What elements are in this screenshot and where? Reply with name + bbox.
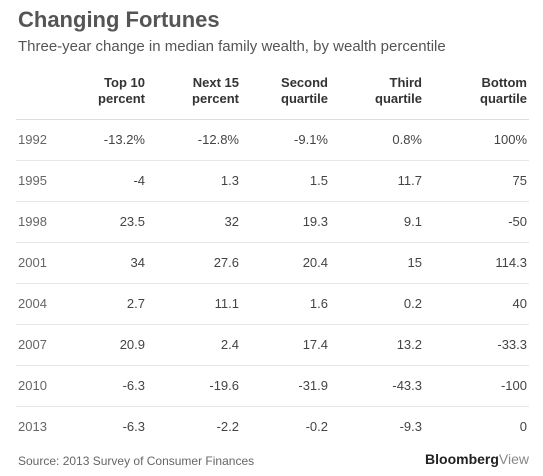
table-cell: 32 xyxy=(224,214,239,229)
table-cell: 34 xyxy=(130,255,145,270)
table-cell: 1.5 xyxy=(309,173,328,188)
table-cell: 20.4 xyxy=(302,255,328,270)
header-row: Top 10 percent Next 15 percent Second quart… xyxy=(16,75,529,113)
table-cell: -9.1% xyxy=(294,132,328,147)
table-body: 1992 -13.2% -12.8% -9.1% 0.8% 100% 1995 -4 1.3 1.… xyxy=(16,120,529,447)
header-divider xyxy=(16,119,529,120)
table-cell: 20.9 xyxy=(119,337,145,352)
table-cell: -0.2 xyxy=(305,419,328,434)
table-cell: -33.3 xyxy=(497,337,527,352)
row-year-label: 2001 xyxy=(18,255,47,270)
column-header-bottom-quartile: Bottom quartile xyxy=(480,75,527,106)
table-cell: -9.3 xyxy=(399,419,422,434)
data-table: Top 10 percent Next 15 percent Second quart… xyxy=(16,75,529,447)
table-cell: 100% xyxy=(493,132,527,147)
table-row: 2001 34 27.6 20.4 15 114.3 xyxy=(16,243,529,284)
table-cell: -12.8% xyxy=(197,132,239,147)
row-year-label: 1995 xyxy=(18,173,47,188)
table-cell: 0.2 xyxy=(403,296,422,311)
table-cell: -50 xyxy=(508,214,527,229)
row-year-label: 1998 xyxy=(18,214,47,229)
table-cell: -4 xyxy=(133,173,145,188)
row-year-label: 2004 xyxy=(18,296,47,311)
row-year-label: 2010 xyxy=(18,378,47,393)
chart-title: Changing Fortunes xyxy=(18,7,220,32)
table-row: 1998 23.5 32 19.3 9.1 -50 xyxy=(16,202,529,243)
table-cell: 1.3 xyxy=(220,173,239,188)
row-year-label: 2007 xyxy=(18,337,47,352)
table-cell: 40 xyxy=(512,296,527,311)
source-note: Source: 2013 Survey of Consumer Finances xyxy=(18,454,255,468)
table-cell: 19.3 xyxy=(302,214,328,229)
table-cell: 0 xyxy=(519,419,527,434)
table-cell: 2.7 xyxy=(126,296,145,311)
table-cell: -100 xyxy=(500,378,527,393)
table-cell: 11.1 xyxy=(214,296,239,311)
row-year-label: 2013 xyxy=(18,419,47,434)
table-row: 2010 -6.3 -19.6 -31.9 -43.3 -100 xyxy=(16,366,529,407)
row-year-label: 1992 xyxy=(18,132,47,147)
table-cell: 13.2 xyxy=(396,337,422,352)
column-header-second-quartile: Second quartile xyxy=(281,75,328,106)
table-cell: -2.2 xyxy=(216,419,239,434)
column-header-next-15: Next 15 percent xyxy=(192,75,239,106)
brand-logo: BloombergView xyxy=(425,451,529,467)
table-row: 2007 20.9 2.4 17.4 13.2 -33.3 xyxy=(16,325,529,366)
table-row: 2013 -6.3 -2.2 -0.2 -9.3 0 xyxy=(16,407,529,447)
table-row: 2004 2.7 11.1 1.6 0.2 40 xyxy=(16,284,529,325)
table-cell: -13.2% xyxy=(103,132,145,147)
table-cell: -6.3 xyxy=(122,378,145,393)
table-cell: 2.4 xyxy=(220,337,239,352)
table-cell: 23.5 xyxy=(119,214,145,229)
table-cell: 1.6 xyxy=(309,296,328,311)
column-header-top-10: Top 10 percent xyxy=(98,75,145,106)
table-row: 1995 -4 1.3 1.5 11.7 75 xyxy=(16,161,529,202)
chart-subtitle: Three-year change in median family wealt… xyxy=(18,38,446,55)
table-cell: 0.8% xyxy=(392,132,422,147)
table-cell: 75 xyxy=(512,173,527,188)
table-cell: 114.3 xyxy=(495,255,527,270)
table-cell: 9.1 xyxy=(403,214,422,229)
table-cell: 17.4 xyxy=(302,337,328,352)
table-cell: 15 xyxy=(407,255,422,270)
table-cell: -19.6 xyxy=(209,378,239,393)
table-row: 1992 -13.2% -12.8% -9.1% 0.8% 100% xyxy=(16,120,529,161)
column-header-third-quartile: Third quartile xyxy=(375,75,422,106)
table-cell: -31.9 xyxy=(298,378,328,393)
table-cell: -43.3 xyxy=(392,378,422,393)
table-cell: -6.3 xyxy=(122,419,145,434)
table-cell: 27.6 xyxy=(213,255,239,270)
table-cell: 11.7 xyxy=(397,173,422,188)
